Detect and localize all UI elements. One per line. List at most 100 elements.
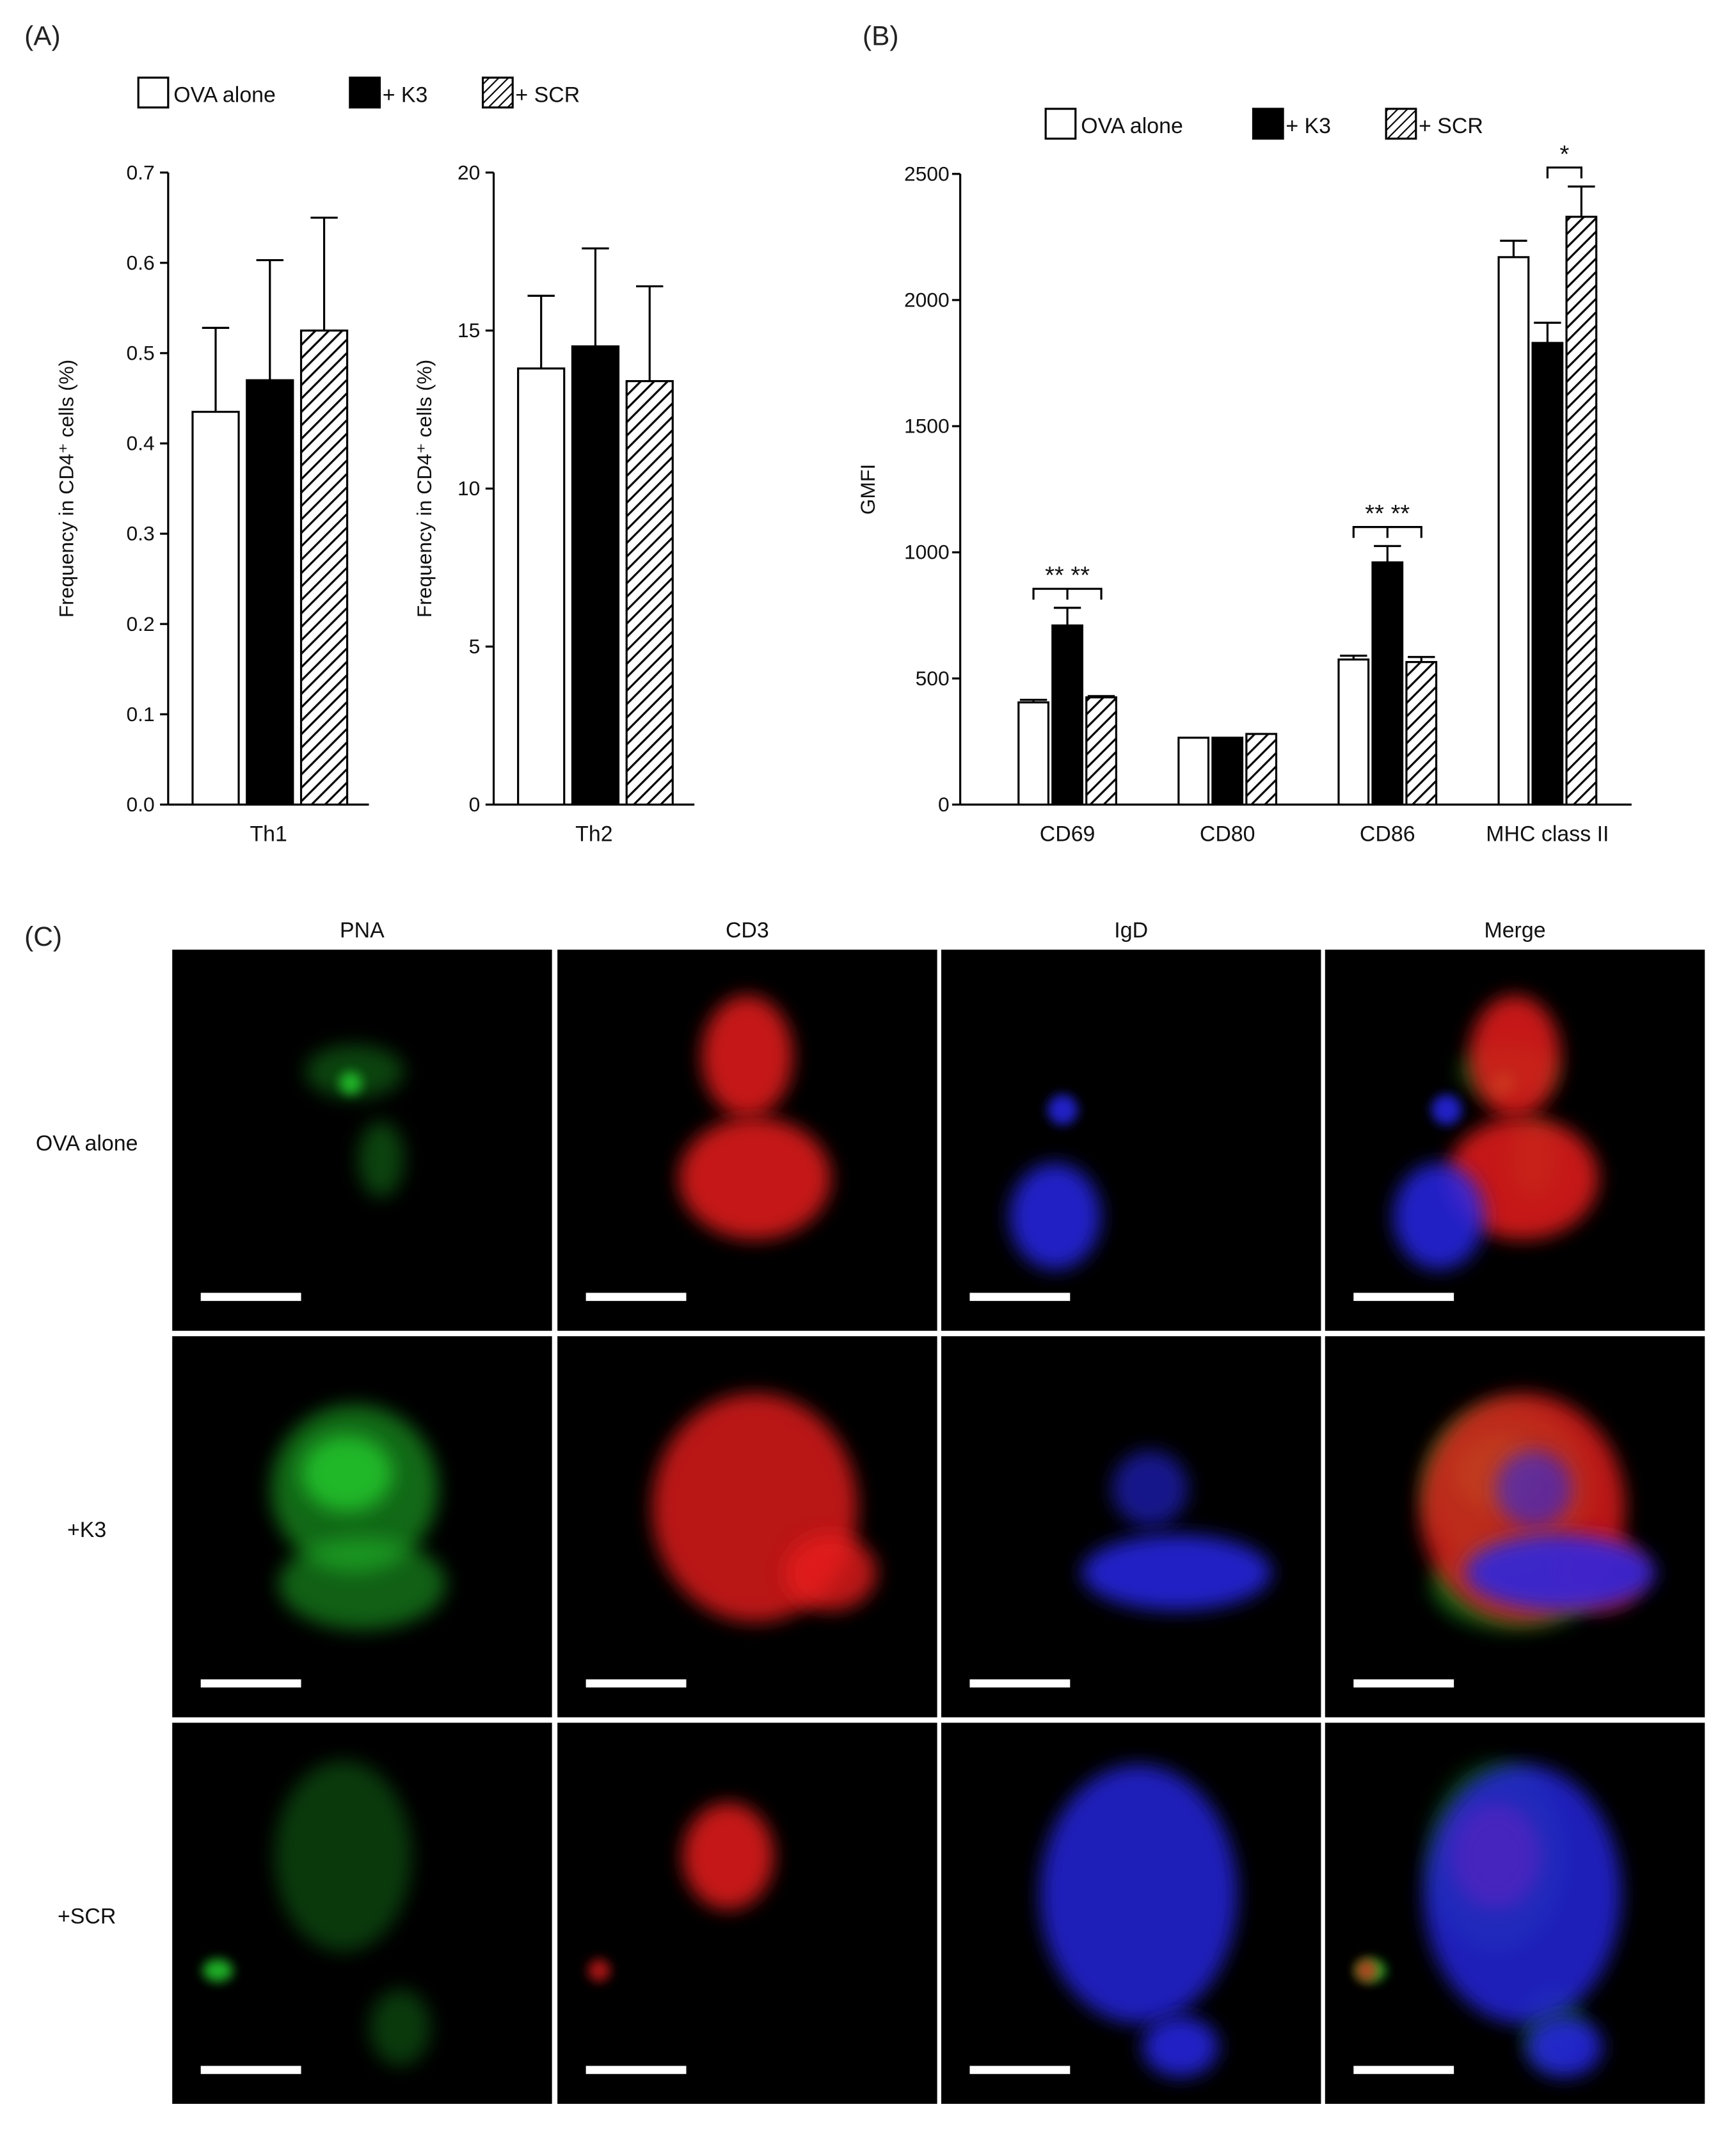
panel-c-label: (C) <box>24 921 62 952</box>
scale-bar <box>1353 2066 1454 2074</box>
stain-blob <box>1465 1534 1656 1611</box>
th2-bar-k3 <box>571 345 620 806</box>
gmfi-bar-ova <box>1497 256 1530 806</box>
column-header-pna: PNA <box>340 918 385 943</box>
th1-y-tick-label: 0.0 <box>126 793 154 816</box>
chart-th1: 0.0 0.1 0.2 0.3 0.4 0.5 0.6 0.7 Frequency in CD4… <box>54 161 369 847</box>
gmfi-bar-scr <box>1245 733 1278 806</box>
micrograph-cell-r1-c2 <box>557 950 937 1331</box>
legend-b-swatch-scr <box>1385 107 1417 140</box>
th2-y-tick-label: 10 <box>458 477 480 500</box>
scale-bar <box>585 1293 687 1302</box>
legend-a-swatch-scr <box>481 76 514 109</box>
stain-blob <box>1424 1764 1621 2024</box>
gmfi-y-tick-label: 500 <box>916 667 950 690</box>
legend-a-label-scr: + SCR <box>515 83 580 107</box>
micrograph-background <box>941 950 1321 1331</box>
micrograph-cell-r3-c3 <box>941 1723 1321 2104</box>
stain-blob <box>275 1760 412 1952</box>
legend-a: OVA alone + K3 + SCR <box>137 76 580 109</box>
stain-blob <box>1526 2016 1603 2078</box>
th1-x-tick-label: Th1 <box>250 822 287 847</box>
th1-y-axis-title: Frequency in CD4⁺ cells (%) <box>54 360 77 618</box>
th1-bar-ova <box>191 410 240 806</box>
stain-blob <box>1142 2016 1219 2078</box>
stain-blob <box>701 995 793 1118</box>
stain-blob <box>1081 1534 1272 1611</box>
column-header-merge: Merge <box>1484 918 1545 943</box>
micrograph-cell-r2-c1 <box>172 1336 552 1717</box>
stain-blob <box>301 1435 393 1512</box>
scale-bar <box>585 2066 687 2074</box>
gmfi-x-tick-label: CD80 <box>1200 822 1255 847</box>
micrograph-cell-r3-c2 <box>557 1723 937 2104</box>
th1-y-tick-label: 0.1 <box>126 703 154 726</box>
scale-bar <box>200 1679 301 1688</box>
panel-a-label: (A) <box>24 20 61 51</box>
gmfi-bar-k3 <box>1531 342 1564 806</box>
gmfi-bar-scr <box>1085 696 1117 806</box>
legend-a-label-ova: OVA alone <box>173 83 276 107</box>
gmfi-significance-label: * <box>1559 140 1569 168</box>
gmfi-significance-bracket <box>1352 526 1422 538</box>
gmfi-y-tick-label: 2000 <box>904 289 950 312</box>
gmfi-bar-scr <box>1405 661 1438 806</box>
th2-x-tick-label: Th2 <box>575 822 612 847</box>
legend-b-label-k3: + K3 <box>1286 114 1331 138</box>
gmfi-bar-ova <box>1337 658 1370 806</box>
gmfi-x-tick-label: CD86 <box>1360 822 1415 847</box>
th2-y-axis-title: Frequency in CD4⁺ cells (%) <box>413 360 436 618</box>
th1-y-tick-label: 0.7 <box>126 161 154 184</box>
stain-blob <box>785 1534 877 1611</box>
micrograph-cell-r2-c2 <box>557 1336 937 1717</box>
gmfi-significance-label: ** ** <box>1045 562 1090 589</box>
stain-blob <box>1047 1094 1078 1126</box>
th1-y-tick-label: 0.5 <box>126 341 154 364</box>
legend-b-swatch-k3 <box>1252 107 1284 140</box>
gmfi-significance-bracket <box>1032 587 1103 600</box>
micrograph-cell-r1-c3 <box>941 950 1321 1331</box>
gmfi-y-tick-label: 0 <box>938 793 950 816</box>
stain-blob <box>1040 1764 1238 2024</box>
stain-blob <box>202 1959 234 1982</box>
gmfi-bar-ova <box>1017 701 1049 806</box>
gmfi-bar-ova <box>1177 737 1210 806</box>
row-label-2: +K3 <box>67 1518 106 1542</box>
gmfi-significance-bracket <box>1546 166 1582 179</box>
micrograph-cell-r2-c3 <box>941 1336 1321 1717</box>
th2-bar-scr <box>625 380 674 806</box>
micrograph-cell-r3-c4 <box>1325 1723 1705 2104</box>
legend-b: OVA alone + K3 + SCR <box>1044 107 1483 140</box>
th2-y-tick-label: 5 <box>469 635 481 658</box>
gmfi-y-tick-label: 1500 <box>904 415 950 438</box>
scale-bar <box>969 2066 1071 2074</box>
stain-blob <box>679 1117 831 1239</box>
micrograph-background <box>941 1336 1321 1717</box>
gmfi-y-tick-label: 1000 <box>904 541 950 564</box>
micrograph-background <box>557 1723 937 2104</box>
legend-b-label-ova: OVA alone <box>1081 114 1183 138</box>
gmfi-y-axis-title: GMFI <box>856 464 879 514</box>
gmfi-bar-k3 <box>1051 624 1083 806</box>
chart-th2: 0 5 10 15 20 Frequency in CD4⁺ cells (%) Th2 <box>413 161 695 847</box>
scale-bar <box>1353 1293 1454 1302</box>
gmfi-x-tick-label: CD69 <box>1040 822 1095 847</box>
column-header-cd3: CD3 <box>726 918 769 943</box>
gmfi-y-tick-label: 2500 <box>904 162 950 185</box>
th2-bar-ova <box>517 367 566 806</box>
stain-blob <box>1495 1450 1572 1527</box>
legend-a-label-k3: + K3 <box>383 83 428 107</box>
stain-blob <box>278 1538 446 1630</box>
scale-bar <box>969 1293 1071 1302</box>
legend-a-swatch-ova <box>137 76 170 109</box>
gmfi-bar-k3 <box>1371 561 1404 806</box>
stain-blob <box>1446 1117 1599 1239</box>
th2-y-tick-label: 20 <box>458 161 480 184</box>
gmfi-significance-label: ** ** <box>1365 500 1410 527</box>
scale-bar <box>969 1679 1071 1688</box>
stain-blob <box>587 1959 611 1982</box>
gmfi-bar-k3 <box>1211 737 1244 806</box>
stain-blob <box>339 1071 362 1095</box>
stain-blob <box>358 1121 404 1198</box>
